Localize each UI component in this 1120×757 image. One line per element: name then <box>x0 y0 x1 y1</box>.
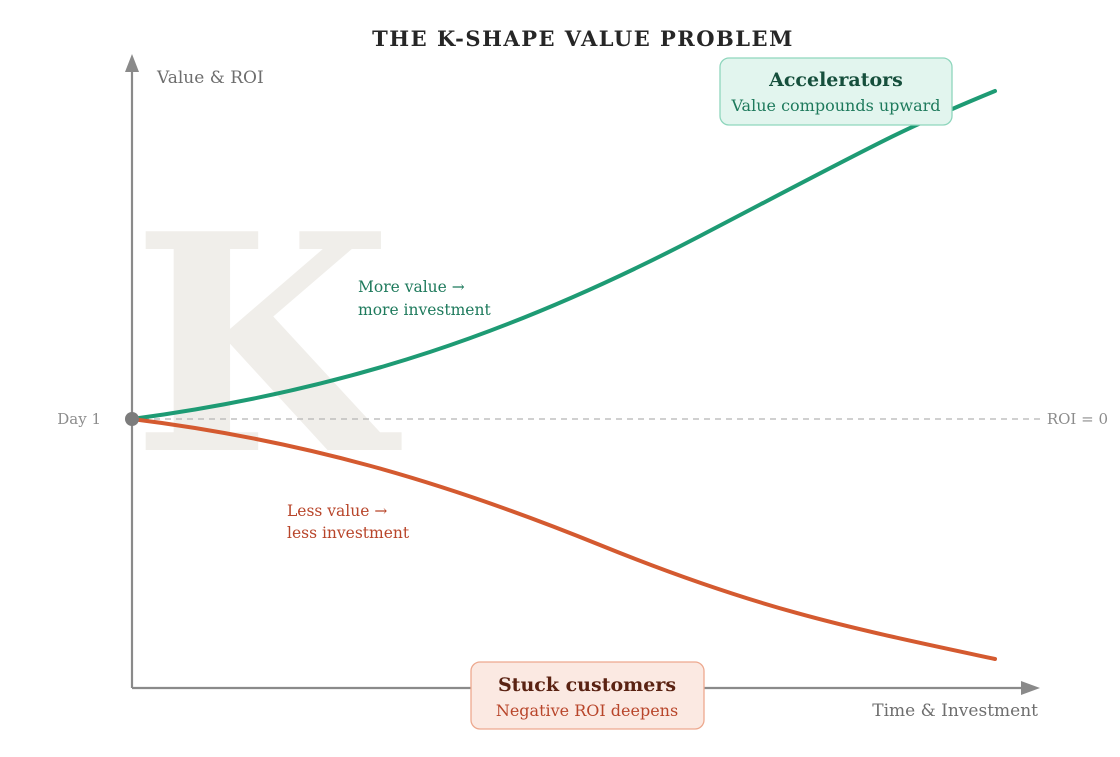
stuck-customers-callout: Stuck customers Negative ROI deepens <box>470 661 705 730</box>
stuck-customers-callout-title: Stuck customers <box>498 674 676 696</box>
day-one-point <box>125 412 139 426</box>
accelerators-callout: Accelerators Value compounds upward <box>719 57 953 126</box>
stuck-customers-callout-box <box>470 661 705 730</box>
accelerators-callout-subtitle: Value compounds upward <box>730 96 940 115</box>
accelerators-callout-box <box>719 57 953 126</box>
diagram-title: THE K-SHAPE VALUE PROBLEM <box>372 26 794 51</box>
y-axis-label: Value & ROI <box>156 68 264 88</box>
accelerators-callout-title: Accelerators <box>768 69 903 91</box>
stuck-customers-callout-subtitle: Negative ROI deepens <box>496 701 678 720</box>
x-axis-arrow-icon <box>1021 681 1040 695</box>
lower-note-line1: Less value → <box>287 502 387 520</box>
stuck-customers-curve <box>130 417 997 661</box>
x-axis-label: Time & Investment <box>872 701 1038 721</box>
y-axis-arrow-icon <box>125 54 139 72</box>
watermark-k: K <box>132 168 404 521</box>
upper-note-line2: more investment <box>358 301 491 319</box>
roi-zero-label: ROI = 0 <box>1047 410 1108 428</box>
day-one-label: Day 1 <box>57 410 101 428</box>
upper-note-line1: More value → <box>358 278 465 296</box>
accelerators-curve <box>130 89 997 421</box>
lower-note-line2: less investment <box>287 524 410 542</box>
